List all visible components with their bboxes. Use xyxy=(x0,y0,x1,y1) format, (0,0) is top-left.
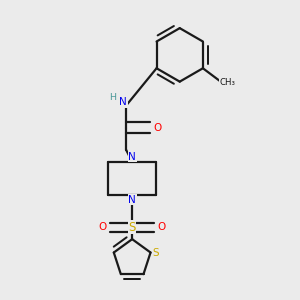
Text: O: O xyxy=(158,222,166,232)
Text: CH₃: CH₃ xyxy=(219,78,235,87)
Text: O: O xyxy=(98,222,106,232)
Text: S: S xyxy=(128,221,136,234)
Text: N: N xyxy=(128,195,136,205)
Text: N: N xyxy=(128,152,136,161)
Text: O: O xyxy=(153,123,162,133)
Text: H: H xyxy=(109,94,116,103)
Text: N: N xyxy=(119,98,127,107)
Text: S: S xyxy=(153,248,159,257)
